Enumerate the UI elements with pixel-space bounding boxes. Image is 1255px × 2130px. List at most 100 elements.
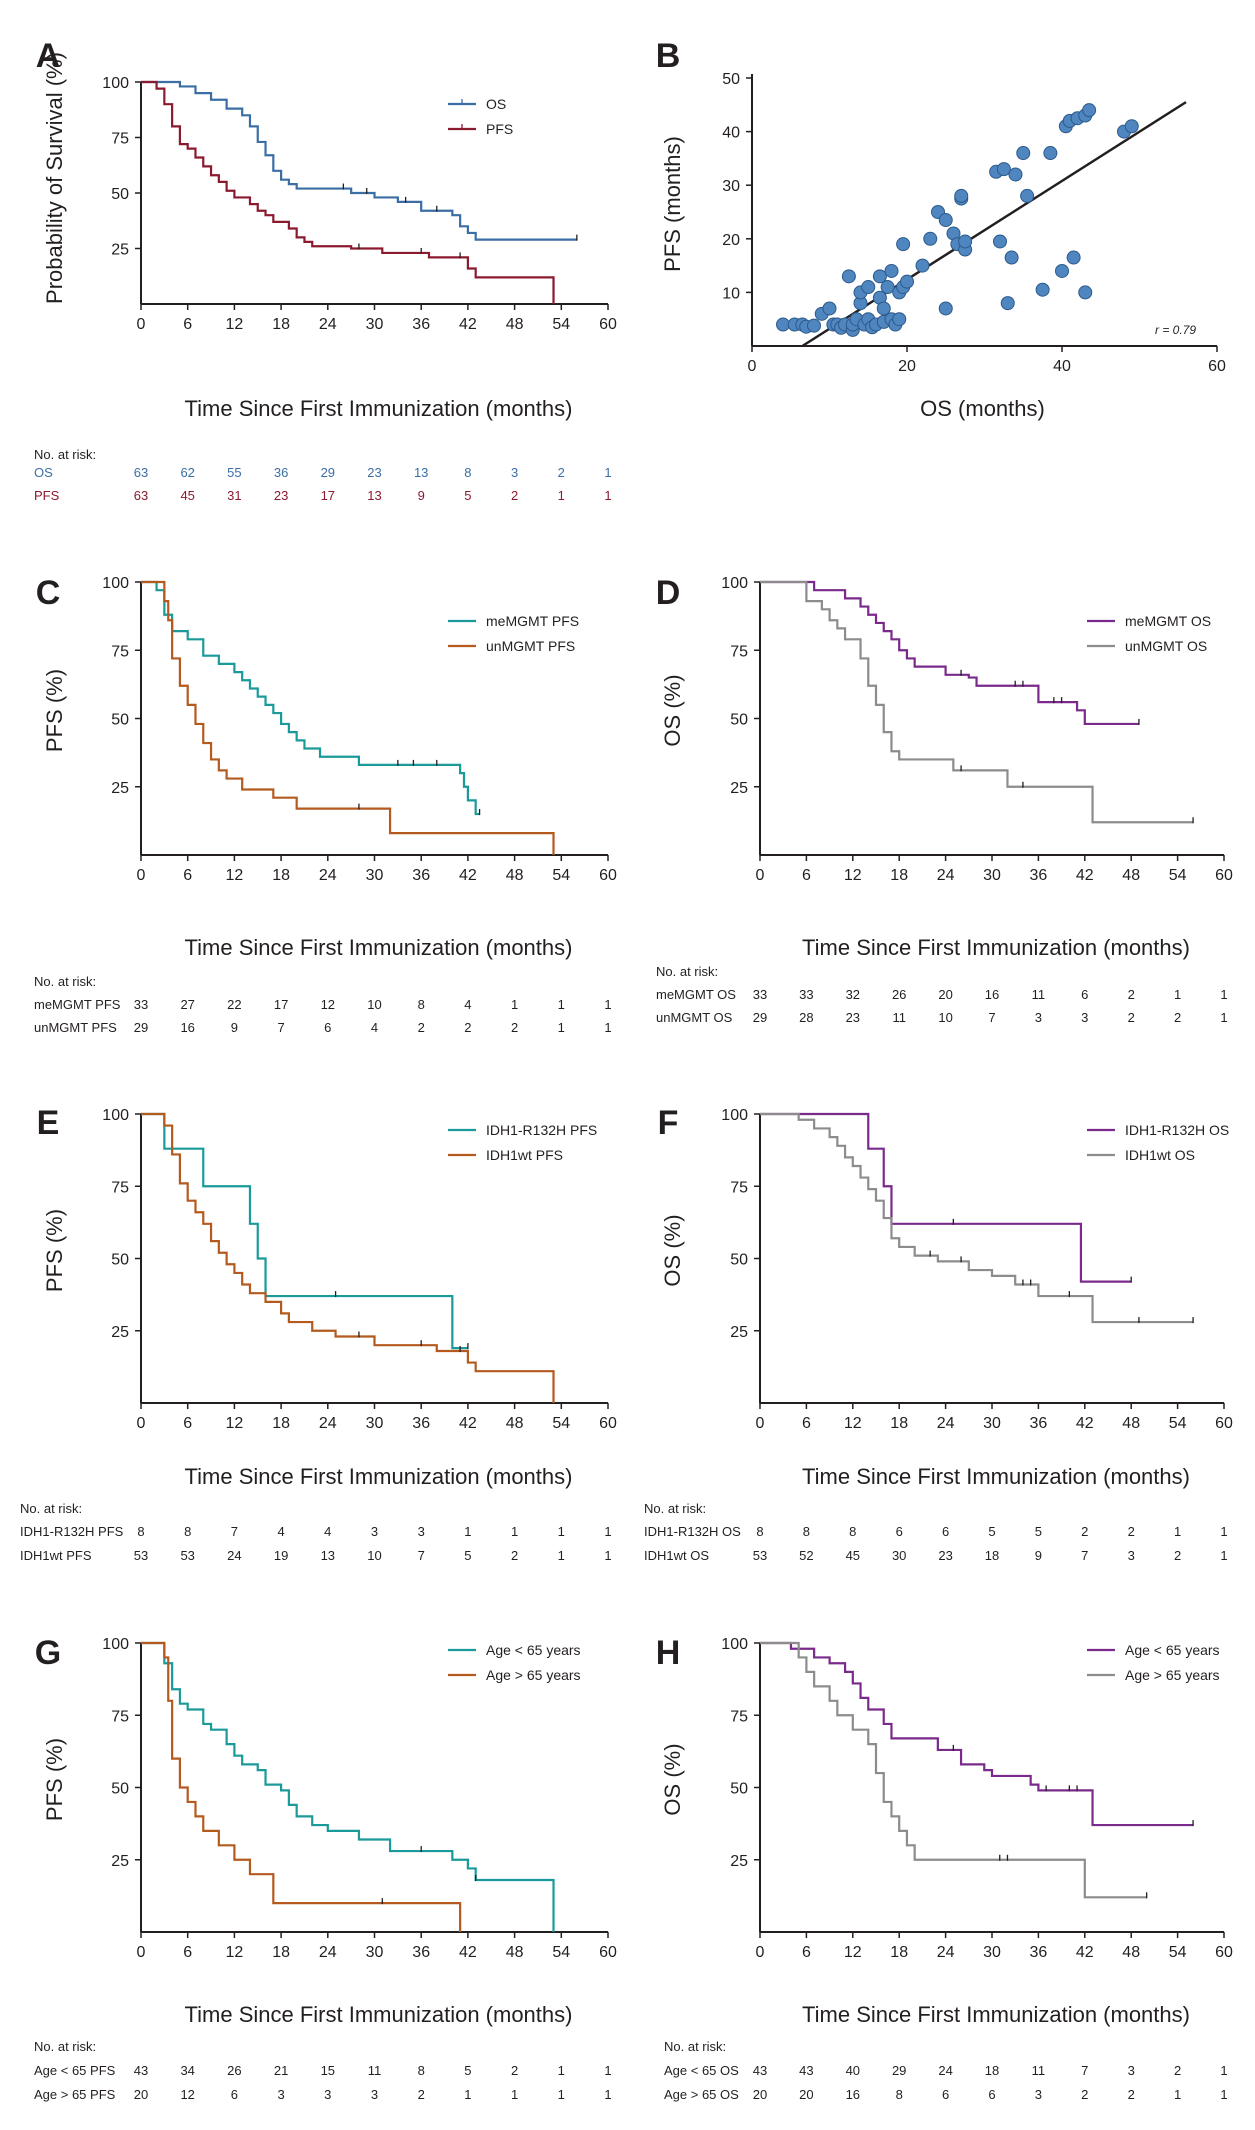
legend-label: IDH1-R132H PFS <box>486 1122 597 1138</box>
scatter-point <box>938 213 953 228</box>
risk-count: 2 <box>1173 1548 1182 1563</box>
risk-count: 2 <box>1127 1524 1135 1539</box>
risk-table-title: No. at risk: <box>20 1501 83 1516</box>
risk-count: 10 <box>367 1548 382 1563</box>
risk-count: 19 <box>273 1548 289 1563</box>
risk-count: 1 <box>604 1548 612 1563</box>
risk-count: 1 <box>604 1020 612 1035</box>
y-axis-label: OS (%) <box>660 674 685 746</box>
risk-count: 3 <box>370 1524 379 1539</box>
risk-count: 23 <box>845 1010 861 1025</box>
risk-table-title: No. at risk: <box>34 447 97 462</box>
x-tick-label: 36 <box>1030 1944 1048 1961</box>
risk-count: 22 <box>227 997 242 1012</box>
risk-count: 3 <box>370 2087 379 2102</box>
x-tick-label: 36 <box>412 1415 430 1432</box>
risk-row-label: OS <box>34 465 53 480</box>
scatter-point <box>1082 103 1097 118</box>
legend-label: Age > 65 years <box>486 1667 581 1683</box>
scatter-point <box>1043 146 1058 161</box>
risk-count: 17 <box>273 997 289 1012</box>
km-curve-2 <box>760 1641 1147 1899</box>
risk-count: 12 <box>320 997 336 1012</box>
km-curve-1 <box>760 580 1139 726</box>
risk-count: 33 <box>799 987 814 1002</box>
scatter-point <box>876 301 891 316</box>
x-tick-label: 60 <box>599 1944 617 1961</box>
x-tick-label: 60 <box>1215 1944 1233 1961</box>
panel-H: H 0 6 12 18 24 30 36 42 48 54 60 25 50 75 100 Time Since… <box>656 1634 1233 2027</box>
x-axis-label: Time Since First Immunization (months) <box>802 2002 1190 2027</box>
risk-count: 1 <box>604 2063 612 2078</box>
risk-count: 33 <box>752 987 768 1002</box>
x-tick-label: 18 <box>890 867 908 884</box>
x-tick-label: 30 <box>983 1415 1001 1432</box>
x-tick-label: 48 <box>1122 1415 1140 1432</box>
x-tick-label: 42 <box>1076 1944 1094 1961</box>
scatter-point <box>1008 167 1023 182</box>
x-tick-label: 42 <box>459 1944 477 1961</box>
risk-count: 5 <box>464 1548 472 1563</box>
risk-count: 13 <box>367 488 382 503</box>
x-tick-label: 54 <box>552 1944 570 1961</box>
risk-count: 23 <box>938 1548 953 1563</box>
risk-row-label: IDH1wt PFS <box>20 1548 92 1563</box>
risk-count: 1 <box>557 1548 565 1563</box>
x-tick-label: 36 <box>412 316 430 333</box>
risk-count: 1 <box>1173 2087 1182 2102</box>
risk-count: 9 <box>230 1020 238 1035</box>
risk-count: 16 <box>984 987 1000 1002</box>
risk-table-title: No. at risk: <box>34 2039 97 2054</box>
risk-row-label: unMGMT PFS <box>34 1020 117 1035</box>
risk-count: 3 <box>1081 1010 1089 1025</box>
risk-count: 4 <box>277 1524 285 1539</box>
risk-count: 24 <box>227 1548 242 1563</box>
x-tick-label: 12 <box>844 1415 862 1432</box>
x-axis-label: Time Since First Immunization (months) <box>185 396 573 421</box>
legend-label: unMGMT PFS <box>486 638 575 654</box>
x-tick-label: 6 <box>183 867 192 884</box>
scatter-point <box>1055 263 1069 278</box>
panel-B: B 0 20 40 60 10 20 30 40 50 OS (months) PFS (months… <box>656 37 1226 421</box>
legend-label: IDH1wt OS <box>1125 1147 1195 1163</box>
x-tick-label: 48 <box>506 316 524 333</box>
y-tick-label: 20 <box>722 232 740 249</box>
x-tick-label: 30 <box>366 316 384 333</box>
x-tick-label: 0 <box>756 867 765 884</box>
risk-count: 3 <box>1127 2063 1135 2078</box>
panel-letter-F: F <box>658 1104 679 1142</box>
risk-count: 16 <box>180 1020 195 1035</box>
risk-count: 26 <box>891 987 907 1002</box>
risk-count: 2 <box>1173 2063 1182 2078</box>
y-axis-label: Probability of Survival (%) <box>42 52 67 304</box>
risk-count: 8 <box>849 1524 857 1539</box>
x-tick-label: 60 <box>1215 867 1233 884</box>
risk-count: 1 <box>557 2087 565 2102</box>
risk-count: 2 <box>1127 2087 1135 2102</box>
x-axis-label: Time Since First Immunization (months) <box>802 1464 1190 1489</box>
risk-count: 6 <box>895 1524 903 1539</box>
risk-count: 7 <box>417 1548 425 1563</box>
risk-count: 1 <box>1220 1524 1228 1539</box>
x-tick-label: 12 <box>844 867 862 884</box>
x-tick-label: 6 <box>802 867 811 884</box>
km-curve-1 <box>760 1641 1194 1827</box>
risk-count: 1 <box>1220 1548 1228 1563</box>
x-tick-label: 54 <box>552 316 570 333</box>
risk-count: 20 <box>938 987 953 1002</box>
x-tick-label: 18 <box>890 1415 908 1432</box>
y-tick-label: 25 <box>730 780 748 797</box>
scatter-point <box>954 188 969 203</box>
y-tick-label: 50 <box>111 186 129 203</box>
x-tick-label: 24 <box>937 1415 955 1432</box>
x-tick-label: 36 <box>1030 1415 1048 1432</box>
risk-count: 7 <box>1081 1548 1089 1563</box>
risk-count: 29 <box>133 1020 149 1035</box>
scatter-point <box>993 234 1007 249</box>
y-tick-label: 75 <box>111 131 129 148</box>
risk-table-title: No. at risk: <box>34 974 97 989</box>
scatter-point <box>884 263 899 278</box>
x-tick-label: 18 <box>272 867 290 884</box>
x-tick-label: 0 <box>756 1944 765 1961</box>
risk-count: 53 <box>180 1548 195 1563</box>
